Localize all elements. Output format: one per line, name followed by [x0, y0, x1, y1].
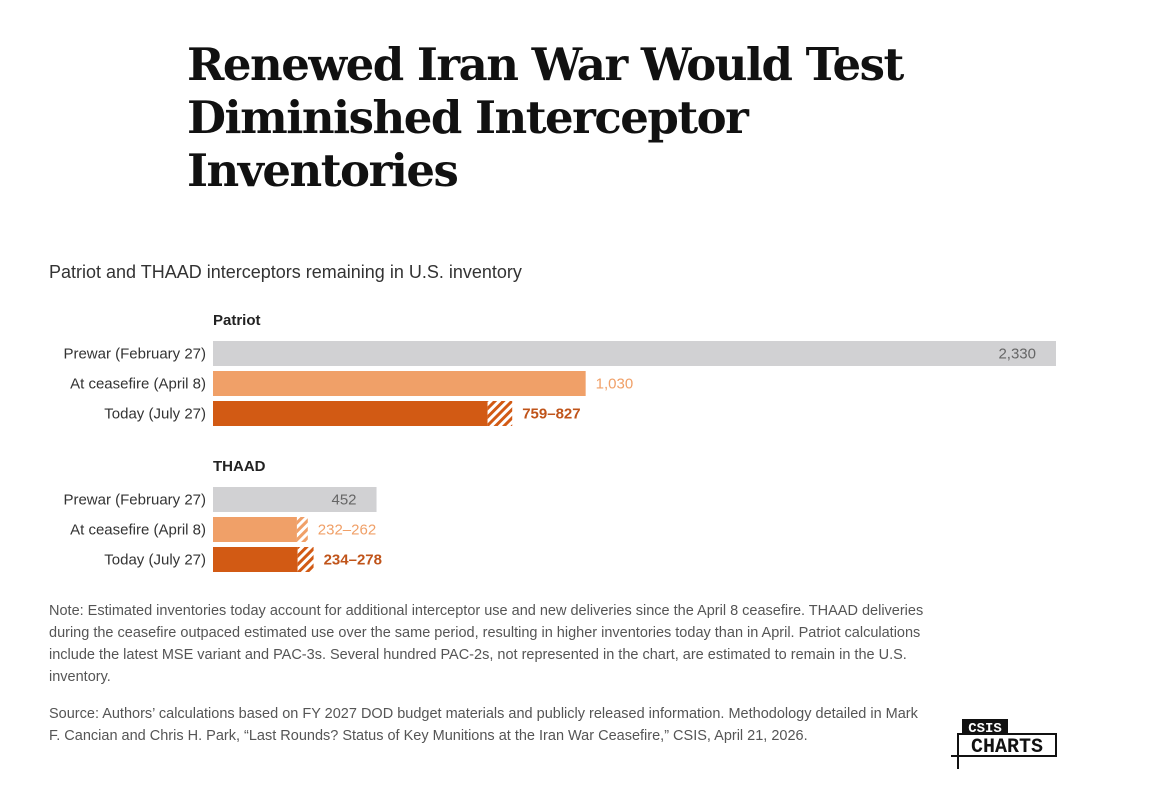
group-label-patriot: Patriot: [213, 312, 261, 329]
category-label-patriot-prewar: Prewar (February 27): [63, 346, 206, 363]
bar-patriot-today-range: [487, 401, 513, 426]
category-label-patriot-today: Today (July 27): [104, 406, 206, 423]
chart-title: Renewed Iran War Would Test Diminished I…: [187, 38, 904, 197]
group-label-thaad: THAAD: [213, 458, 266, 475]
csis-charts-logo: CSIS CHARTS: [951, 719, 1057, 769]
chart-source: Source: Authors’ calculations based on F…: [49, 706, 918, 744]
category-label-patriot-ceasefire: At ceasefire (April 8): [70, 376, 206, 393]
chart-note: Note: Estimated inventories today accoun…: [49, 603, 924, 685]
chart-subtitle: Patriot and THAAD interceptors remaining…: [49, 262, 522, 282]
bar-thaad-today-range: [297, 547, 314, 572]
category-label-thaad-prewar: Prewar (February 27): [63, 492, 206, 509]
bar-patriot-today: [213, 401, 488, 426]
category-label-thaad-today: Today (July 27): [104, 552, 206, 569]
value-label-thaad-ceasefire: 232–262: [318, 522, 376, 539]
bar-thaad-prewar: [213, 487, 377, 512]
bar-thaad-ceasefire: [213, 517, 297, 542]
value-label-patriot-prewar: 2,330: [998, 346, 1036, 363]
bar-patriot-prewar: [213, 341, 1056, 366]
bar-thaad-today: [213, 547, 298, 572]
category-label-thaad-ceasefire: At ceasefire (April 8): [70, 522, 206, 539]
value-label-patriot-today: 759–827: [522, 406, 580, 423]
bar-patriot-ceasefire: [213, 371, 586, 396]
value-label-thaad-prewar: 452: [332, 492, 357, 509]
value-label-thaad-today: 234–278: [324, 552, 382, 569]
value-label-patriot-ceasefire: 1,030: [596, 376, 634, 393]
bar-chart: Patriot Prewar (February 27) 2,330 At cease…: [63, 312, 1056, 572]
logo-bottom-text: CHARTS: [971, 736, 1043, 759]
bar-thaad-ceasefire-range: [296, 517, 308, 542]
